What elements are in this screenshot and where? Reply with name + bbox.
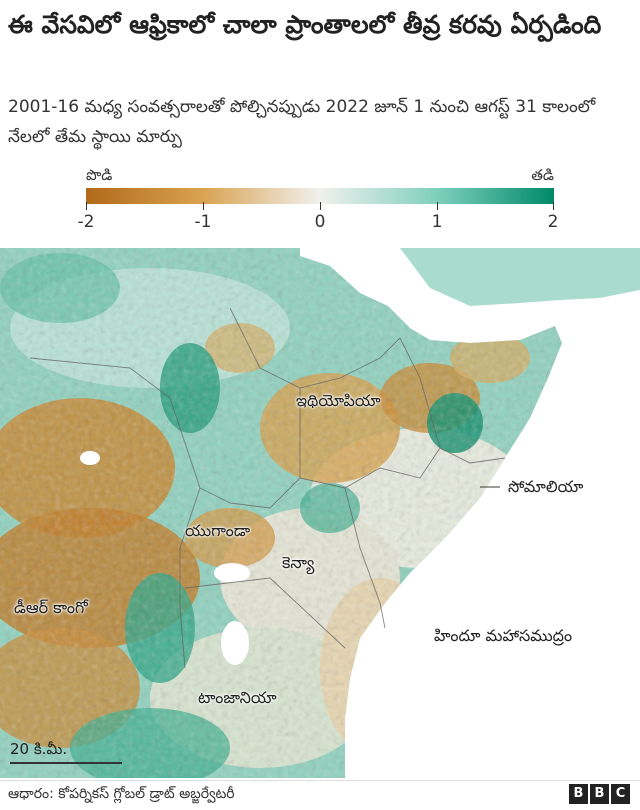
soil-moisture-legend: పొడి తడి -2 -1 0 1 2 bbox=[0, 162, 640, 242]
legend-tick-label: -2 bbox=[77, 212, 95, 232]
legend-tick-label: -1 bbox=[194, 212, 212, 232]
bbc-logo-letter: B bbox=[569, 784, 588, 804]
legend-tick bbox=[437, 202, 438, 210]
source-credit: ఆధారం: కోపర్నికస్ గ్లోబల్ డ్రాట్ అబ్జర్వ… bbox=[8, 786, 235, 802]
label-ethiopia: ఇథియోపియా bbox=[296, 391, 381, 410]
map-title: ఈ వేసవిలో ఆఫ్రికాలో చాలా ప్రాంతాలలో తీవ్… bbox=[8, 10, 602, 39]
arabia-land bbox=[400, 248, 640, 306]
legend-dry-label: పొడి bbox=[86, 166, 113, 184]
label-drc: డీఆర్ కాంగో bbox=[14, 598, 88, 617]
country-borders bbox=[29, 307, 506, 669]
map-canvas bbox=[0, 248, 640, 778]
legend-tick bbox=[203, 202, 204, 210]
map-subtitle: 2001-16 మధ్య సంవత్సరాలతో పోల్చినప్పుడు 2… bbox=[8, 97, 596, 147]
label-uganda: యుగాండా bbox=[185, 521, 251, 540]
scale-label: 20 కి.మీ. bbox=[10, 740, 68, 758]
label-indian-ocean: హిందూ మహాసముద్రం bbox=[434, 626, 573, 645]
legend-tick-label: 1 bbox=[431, 212, 443, 232]
legend-wet-label: తడి bbox=[531, 166, 554, 184]
soil-moisture-map: ఇథియోపియా సోమాలియా యుగాండా కెన్యా డీఆర్ … bbox=[0, 248, 640, 778]
legend-tick-label: 0 bbox=[314, 212, 326, 232]
footer-divider bbox=[0, 780, 640, 781]
bbc-logo: B B C bbox=[569, 784, 630, 804]
label-somalia: సోమాలియా bbox=[508, 477, 584, 496]
scale-bar bbox=[10, 762, 122, 764]
legend-tick bbox=[553, 202, 554, 210]
legend-tick bbox=[320, 202, 321, 210]
legend-tick-label: 2 bbox=[547, 212, 559, 232]
bbc-logo-letter: B bbox=[590, 784, 609, 804]
legend-color-bar bbox=[86, 188, 554, 204]
label-tanzania: టాంజానియా bbox=[198, 688, 277, 707]
legend-tick bbox=[86, 202, 87, 210]
bbc-logo-letter: C bbox=[611, 784, 630, 804]
label-kenya: కెన్యా bbox=[282, 553, 315, 572]
